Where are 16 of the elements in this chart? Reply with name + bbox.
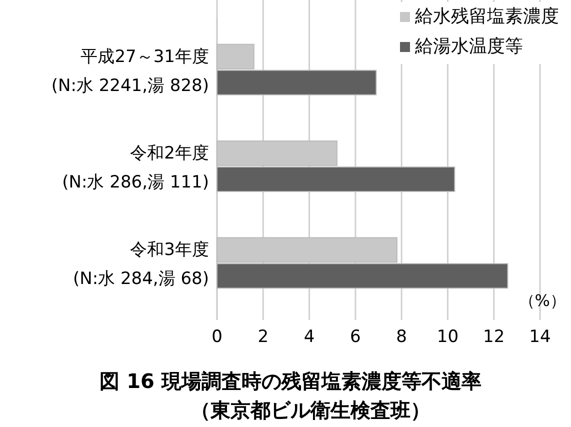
x-tick-label: 14	[529, 327, 551, 347]
legend-label: 給水残留塩素濃度	[414, 6, 559, 27]
x-tick-label: 4	[304, 327, 315, 347]
x-tick-label: 8	[396, 327, 407, 347]
x-tick-label: 0	[212, 327, 222, 347]
text: 図 16 現場調査時の残留塩素濃度等不適率	[100, 369, 482, 393]
x-tick-label: 2	[258, 327, 269, 347]
text: （東京都ビル衛生検査班）	[190, 398, 430, 422]
x-axis-title: （%）	[518, 291, 566, 310]
x-tick-label: 6	[350, 327, 361, 347]
y-tick-label: 平成27～31年度 (N:水 2241,湯 828)	[51, 46, 209, 96]
y-tick-label: 令和2年度 (N:水 286,湯 111)	[62, 144, 209, 192]
x-tick-label: 10	[436, 327, 459, 347]
legend-label: 給湯水温度等	[414, 36, 523, 57]
x-tick-label: 12	[483, 327, 505, 347]
y-tick-label: 令和3年度 (N:水 284,湯 68)	[73, 240, 209, 290]
